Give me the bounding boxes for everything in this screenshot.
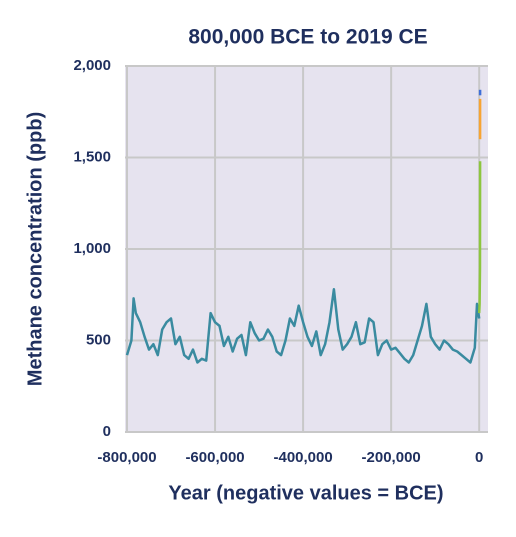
y-axis-label: Methane concentration (ppb) (24, 112, 46, 386)
data-line (477, 161, 482, 314)
data-line (125, 288, 481, 364)
x-tick-label: -800,000 (97, 449, 156, 466)
x-tick-label: 0 (475, 449, 483, 466)
x-tick-label: -400,000 (273, 449, 332, 466)
y-tick-label: 500 (86, 331, 111, 348)
y-tick-label: 2,000 (73, 57, 111, 74)
x-tick-label: -200,000 (362, 449, 421, 466)
x-axis-label: Year (negative values = BCE) (168, 482, 443, 504)
y-tick-label: 0 (103, 423, 111, 440)
y-tick-label: 1,000 (73, 240, 111, 257)
chart-title: 800,000 BCE to 2019 CE (188, 26, 427, 49)
y-tick-label: 1,500 (73, 148, 111, 165)
x-tick-label: -600,000 (185, 449, 244, 466)
